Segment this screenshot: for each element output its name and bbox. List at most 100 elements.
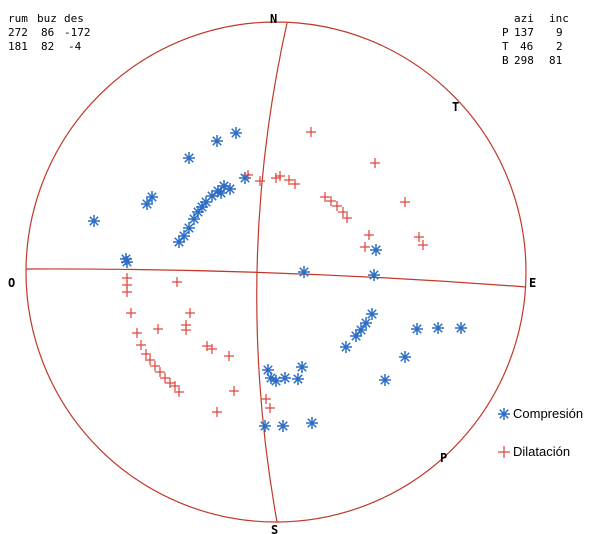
south-label: S (271, 523, 278, 534)
dilatation-point (212, 407, 222, 417)
compression-point (183, 152, 195, 164)
compression-point (239, 172, 251, 184)
p-axis-inc: 9 (556, 26, 563, 39)
dilatation-point (172, 277, 182, 287)
compression-point (399, 351, 411, 363)
dilatation-points (122, 127, 428, 417)
compression-point (141, 198, 153, 210)
compression-point (88, 215, 100, 227)
dilatation-point (338, 207, 348, 217)
compression-point (279, 372, 291, 384)
plane1-buz: 86 (41, 26, 54, 39)
dilatation-point (153, 324, 163, 334)
compression-point (277, 420, 289, 432)
dilatation-point (170, 381, 180, 391)
t-axis-azi: 46 (520, 40, 533, 53)
dilatation-point (126, 308, 136, 318)
compression-point (340, 341, 352, 353)
north-label: N (270, 12, 277, 26)
p-axis-label: P (502, 26, 509, 39)
dilatation-point (332, 201, 342, 211)
nodal-plane-north-south (256, 22, 288, 523)
b-axis-inc: 81 (549, 54, 562, 67)
dilatation-point (414, 232, 424, 242)
compression-point (455, 322, 467, 334)
compression-point (188, 213, 200, 225)
dilatation-point (342, 213, 352, 223)
stereonet-circle (25, 21, 527, 523)
dilatation-point (326, 196, 336, 206)
compression-point (183, 222, 195, 234)
legend-dilatation-label: Dilatación (513, 444, 570, 459)
plane2-rum: 181 (8, 40, 28, 53)
dilatation-point (132, 328, 142, 338)
dilatation-point (136, 340, 146, 350)
compression-point (206, 190, 218, 202)
compression-point (259, 420, 271, 432)
dilatation-point (364, 230, 374, 240)
dilatation-point (207, 344, 217, 354)
dilatation-point (150, 361, 160, 371)
asterisk-icon (498, 408, 510, 420)
compression-point (360, 317, 372, 329)
compression-point (306, 417, 318, 429)
compression-point (296, 361, 308, 373)
compression-point (379, 374, 391, 386)
compression-point (292, 373, 304, 385)
compression-point (265, 372, 277, 384)
header-des: des (64, 12, 84, 25)
dilatation-point (141, 349, 151, 359)
header-inc: inc (549, 12, 569, 25)
compression-point (173, 236, 185, 248)
dilatation-point (306, 127, 316, 137)
p-axis-azi: 137 (514, 26, 534, 39)
east-label: E (529, 276, 536, 290)
plane1-rum: 272 (8, 26, 28, 39)
compression-point (262, 364, 274, 376)
dilatation-point (122, 287, 132, 297)
t-axis-marker: T (452, 100, 459, 114)
dilatation-point (400, 197, 410, 207)
compression-point (121, 256, 133, 268)
compression-point (224, 183, 236, 195)
compression-point (411, 323, 423, 335)
dilatation-point (370, 158, 380, 168)
compression-point (298, 266, 310, 278)
compression-point (270, 375, 282, 387)
dilatation-point (229, 386, 239, 396)
plane2-des: -4 (68, 40, 82, 53)
dilatation-point (181, 325, 191, 335)
dilatation-point (271, 173, 281, 183)
dilatation-point (145, 355, 155, 365)
dilatation-point (275, 171, 285, 181)
header-azi: azi (514, 12, 534, 25)
dilatation-point (224, 351, 234, 361)
compression-point (230, 127, 242, 139)
p-axis-marker: P (440, 451, 447, 465)
dilatation-point (418, 240, 428, 250)
compression-point (350, 330, 362, 342)
dilatation-point (155, 367, 165, 377)
compression-point (215, 187, 227, 199)
axes-table: azi inc P 137 9 T 46 2 B 298 81 (502, 12, 569, 67)
t-axis-inc: 2 (556, 40, 563, 53)
west-label: O (8, 276, 15, 290)
dilatation-point (284, 175, 294, 185)
dilatation-point (174, 387, 184, 397)
plus-icon (498, 446, 510, 458)
dilatation-point (261, 394, 271, 404)
dilatation-point (290, 179, 300, 189)
t-axis-label: T (502, 40, 509, 53)
compression-point (370, 244, 382, 256)
legend: Compresión Dilatación (498, 406, 583, 459)
dilatation-point (185, 308, 195, 318)
plus-icon-mark (498, 446, 510, 458)
header-rum: rum (8, 12, 28, 25)
dilatation-point (265, 403, 275, 413)
dilatation-point (255, 176, 265, 186)
header-buz: buz (37, 12, 57, 25)
dilatation-point (160, 373, 170, 383)
nodal-planes-table: rum buz des 272 86 -172 181 82 -4 (8, 12, 91, 53)
asterisk-icon-mark (498, 408, 510, 420)
